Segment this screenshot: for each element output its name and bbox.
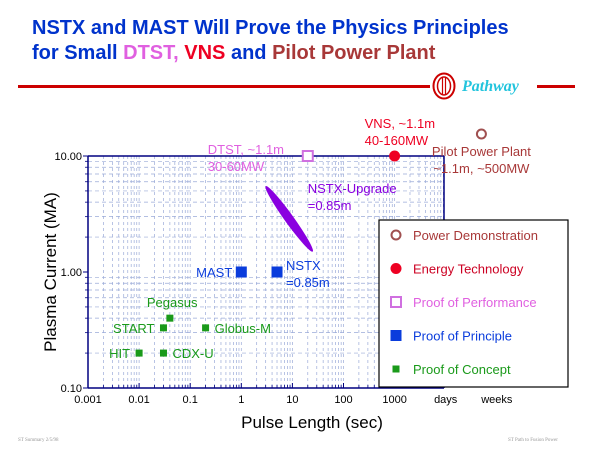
legend-marker-principle — [390, 330, 402, 341]
y-axis-label: Plasma Current (MA) — [41, 192, 60, 352]
title-line-1: NSTX and MAST Will Prove the Physics Pri… — [32, 17, 509, 39]
title-pilot: Pilot Power Plant — [272, 42, 436, 64]
x-tick-label: 0.1 — [183, 394, 198, 406]
title-and: and — [225, 42, 273, 64]
point-start-label: START — [113, 321, 154, 336]
legend-label-principle: Proof of Principle — [413, 329, 512, 344]
point-nstx-label: =0.85m — [286, 275, 330, 290]
x-tick-label: 1000 — [382, 394, 406, 406]
legend-label-power: Power Demonstration — [413, 228, 538, 243]
x-tick-label: 1 — [238, 394, 244, 406]
point-pegasus — [166, 314, 174, 322]
chart-marks — [135, 128, 487, 357]
point-dtst-label: 30-60MW — [208, 159, 265, 174]
title-separator: , — [173, 42, 185, 64]
title-vns: VNS — [184, 42, 226, 64]
header-rule-right — [537, 85, 575, 88]
point-hit — [135, 349, 143, 357]
header-rule-left — [18, 85, 430, 88]
chart-labels: NSTX-Upgrade =0.85m HIT CDX-U START Pegasus Gl… — [109, 116, 531, 361]
point-nstx — [271, 266, 283, 278]
point-cdx-u-label: CDX-U — [172, 346, 213, 361]
nstx-upgrade-region — [265, 186, 314, 252]
title-dtst: DTST — [123, 42, 174, 64]
y-tick-label: 1.00 — [61, 267, 82, 279]
y-tick-label: 0.10 — [61, 383, 82, 395]
point-dtst-label: DTST, ~1.1m — [208, 142, 284, 157]
legend-label-concept: Proof of Concept — [413, 362, 511, 377]
point-globus-m — [202, 324, 210, 332]
point-globus-m-label: Globus-M — [215, 321, 271, 336]
legend-label-performance: Proof of Performance — [413, 295, 537, 310]
point-pilot-power-plant-label: Pilot Power Plant — [432, 144, 531, 159]
point-pilot-power-plant — [475, 128, 487, 140]
x-tick-label: 0.01 — [128, 394, 149, 406]
legend-box — [378, 219, 569, 388]
point-hit-label: HIT — [109, 346, 130, 361]
point-mast-label: MAST — [196, 265, 232, 280]
legend-marker-performance — [390, 296, 402, 308]
legend-marker-power — [390, 229, 402, 241]
y-tick-label: 10.00 — [54, 151, 82, 163]
title-line-2: for Small DTST, VNS and Pilot Power Plan… — [32, 41, 509, 66]
pathway-logo-icon — [432, 72, 456, 100]
title-prefix: for Small — [32, 42, 124, 64]
x-tick-label: 10 — [286, 394, 298, 406]
x-axis-label: Pulse Length (sec) — [241, 413, 383, 432]
legend-label-energy: Energy Technology — [413, 262, 524, 277]
point-pegasus-label: Pegasus — [147, 295, 198, 310]
footer-left: ST Summary 2/5/98 — [18, 438, 59, 443]
point-cdx-u — [159, 349, 167, 357]
point-vns-label: VNS, ~1.1m — [365, 116, 435, 131]
pathway-logo-text: Pathway — [462, 78, 519, 95]
chart-legend: Power Demonstration Energy Technology Proo… — [378, 219, 569, 388]
point-nstx-label: NSTX — [286, 258, 321, 273]
nstx-upgrade-label: =0.85m — [308, 198, 352, 213]
x-tick-label: days — [434, 394, 458, 406]
footer-right: ST Path to Fusion Power — [508, 438, 558, 443]
point-start — [159, 324, 167, 332]
slide-title: NSTX and MAST Will Prove the Physics Pri… — [32, 16, 509, 66]
legend-marker-energy — [390, 263, 402, 274]
point-vns-label: 40-160MW — [365, 133, 429, 148]
point-dtst — [301, 150, 314, 162]
legend-marker-concept — [392, 365, 400, 373]
point-vns — [389, 150, 401, 162]
chart-ticks: 0.001 0.01 0.1 1 10 100 1000 days weeks 10.00 1.00… — [54, 151, 512, 406]
point-pilot-power-plant-label: ~1.1m, ~500MW — [433, 161, 530, 176]
point-mast — [235, 266, 247, 278]
x-tick-label: weeks — [480, 394, 513, 406]
x-tick-label: 100 — [334, 394, 352, 406]
x-tick-label: 0.001 — [74, 394, 102, 406]
nstx-upgrade-label: NSTX-Upgrade — [308, 181, 397, 196]
